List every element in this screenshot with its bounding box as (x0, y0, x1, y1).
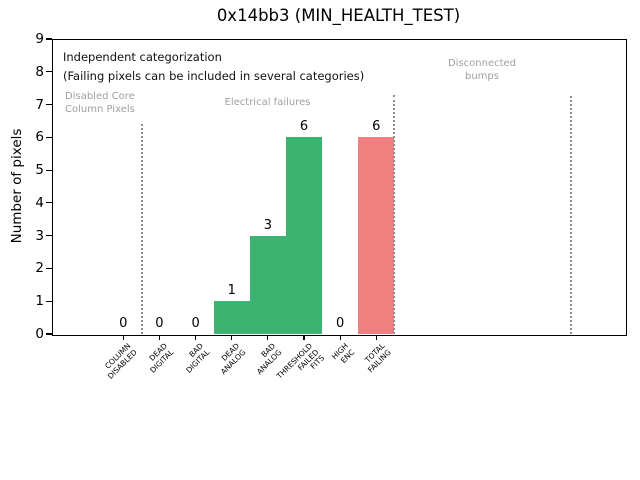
section-separator-line (140, 124, 143, 334)
y-tick-mark (46, 169, 52, 171)
y-tick-label: 8 (35, 63, 44, 80)
chart-title: 0x14bb3 (MIN_HEALTH_TEST) (216, 6, 461, 25)
y-tick-label: 2 (35, 260, 44, 277)
x-tick-mark (375, 335, 377, 340)
bar-value-label: 1 (227, 283, 236, 299)
bar-value-label: 6 (299, 119, 309, 135)
x-tick-label: DEAD ANALOG (218, 341, 248, 376)
annotation-note-line1: Independent categorization (63, 50, 222, 64)
section-label: Electrical failures (224, 97, 311, 108)
bar (285, 137, 323, 334)
x-tick-mark (158, 335, 161, 340)
y-tick-mark (46, 38, 52, 40)
x-tick-label: BAD DIGITAL (184, 341, 212, 375)
bar (249, 235, 286, 334)
x-tick-label: THRESHOLD FAILED FITS (274, 341, 326, 381)
x-tick-label: TOTAL FAILING (362, 341, 392, 375)
x-tick-mark (267, 335, 269, 340)
x-tick-label: COLUMN DISABLED (103, 341, 139, 381)
y-tick-label: 4 (35, 194, 44, 211)
y-tick-mark (46, 71, 52, 73)
y-tick-label: 6 (35, 129, 44, 146)
y-tick-mark (46, 300, 52, 302)
y-tick-label: 3 (35, 227, 44, 244)
bar-value-label: 0 (335, 316, 345, 331)
bar-value-label: 0 (155, 316, 164, 331)
y-tick-mark (46, 202, 52, 204)
x-tick-label: HIGH ENC (329, 341, 356, 365)
x-tick-mark (231, 335, 233, 340)
plot-area (52, 39, 627, 336)
section-separator-line (569, 96, 572, 334)
y-tick-label: 0 (35, 326, 44, 342)
y-tick-label: 5 (35, 162, 44, 179)
y-tick-mark (46, 267, 52, 270)
y-tick-label: 9 (35, 31, 44, 47)
section-separator-line (392, 95, 395, 334)
y-tick-label: 1 (35, 293, 44, 310)
y-tick-mark (46, 136, 52, 138)
y-tick-label: 7 (35, 96, 44, 113)
bar (213, 301, 250, 334)
x-tick-mark (339, 335, 341, 340)
bar-value-label: 0 (119, 316, 128, 331)
section-label: Disconnected bumps (447, 58, 517, 82)
bar-value-label: 6 (372, 119, 381, 135)
x-tick-mark (194, 335, 197, 340)
bar-value-label: 0 (191, 316, 200, 331)
y-tick-mark (46, 333, 52, 335)
bar-value-label: 3 (263, 217, 272, 233)
x-tick-mark (122, 335, 124, 340)
x-tick-mark (303, 335, 305, 340)
section-label: Disabled Core Column Pixels (65, 91, 135, 115)
y-tick-mark (46, 235, 52, 237)
bar (358, 137, 395, 334)
x-tick-label: DEAD DIGITAL (147, 341, 176, 375)
y-tick-mark (46, 103, 52, 106)
annotation-note-line2: (Failing pixels can be included in sever… (63, 69, 365, 83)
